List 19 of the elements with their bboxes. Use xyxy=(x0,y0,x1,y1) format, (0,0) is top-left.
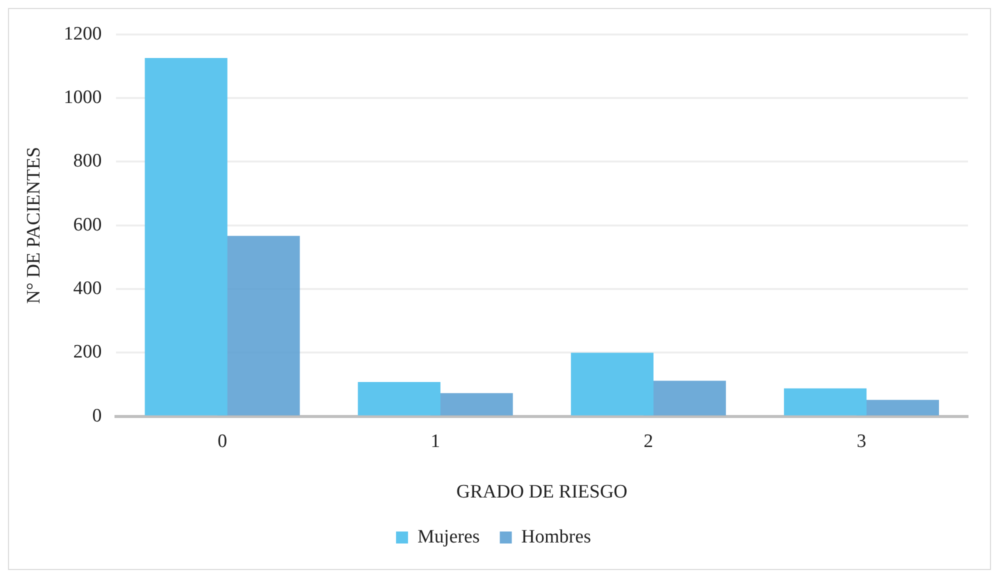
y-tick-label: 800 xyxy=(73,150,102,172)
y-tick-label: 1200 xyxy=(64,23,102,44)
bar xyxy=(784,388,867,416)
bar xyxy=(358,382,440,416)
legend-label: Hombres xyxy=(521,526,591,548)
x-tick-label: 0 xyxy=(218,430,228,452)
x-tick-label: 2 xyxy=(644,430,654,452)
y-axis-title: N° DE PACIENTES xyxy=(23,147,44,304)
y-tick-label: 0 xyxy=(92,405,102,426)
bar xyxy=(570,352,654,416)
bar xyxy=(144,58,228,416)
x-tick-label: 3 xyxy=(856,430,866,452)
y-tick-label: 600 xyxy=(73,214,102,236)
x-tick-label: 1 xyxy=(430,430,440,452)
legend-label: Mujeres xyxy=(418,526,480,548)
x-axis-title: GRADO DE RIESGO xyxy=(456,482,628,503)
y-tick-label: 1000 xyxy=(64,87,102,108)
y-tick-label: 400 xyxy=(73,278,102,300)
y-tick-label: 200 xyxy=(73,342,102,363)
